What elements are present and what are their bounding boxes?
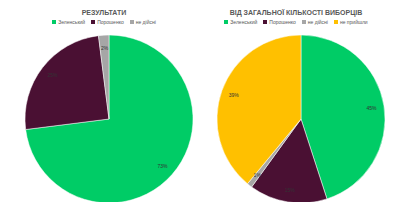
html-text:Зеленський: Зеленський: [58, 19, 86, 25]
svg-text:45%: 45%: [367, 105, 378, 111]
svg-text:2%: 2%: [101, 45, 109, 51]
html-text:Порошенко: Порошенко: [97, 19, 124, 25]
html-text:Порошенко: Порошенко: [269, 19, 296, 25]
html-text:не дійсні: не дійсні: [307, 19, 328, 25]
svg-text:1%: 1%: [254, 172, 262, 178]
svg-text:39%: 39%: [229, 92, 240, 98]
html-text:не прийшли: не прийшли: [339, 19, 368, 25]
html-text:ВІД ЗАГАЛЬНОЇ КІЛЬКОСТІ ВИБОРЦ: ВІД ЗАГАЛЬНОЇ КІЛЬКОСТІ ВИБОРЦІВ: [229, 9, 363, 16]
svg-text:25%: 25%: [48, 72, 59, 78]
svg-text:15%: 15%: [285, 187, 296, 193]
html-text:Зеленський: Зеленський: [230, 19, 258, 25]
html-text:РЕЗУЛЬТАТИ: РЕЗУЛЬТАТИ: [81, 9, 127, 16]
svg-text:73%: 73%: [158, 163, 169, 169]
html-text:не дійсні: не дійсні: [135, 19, 156, 25]
